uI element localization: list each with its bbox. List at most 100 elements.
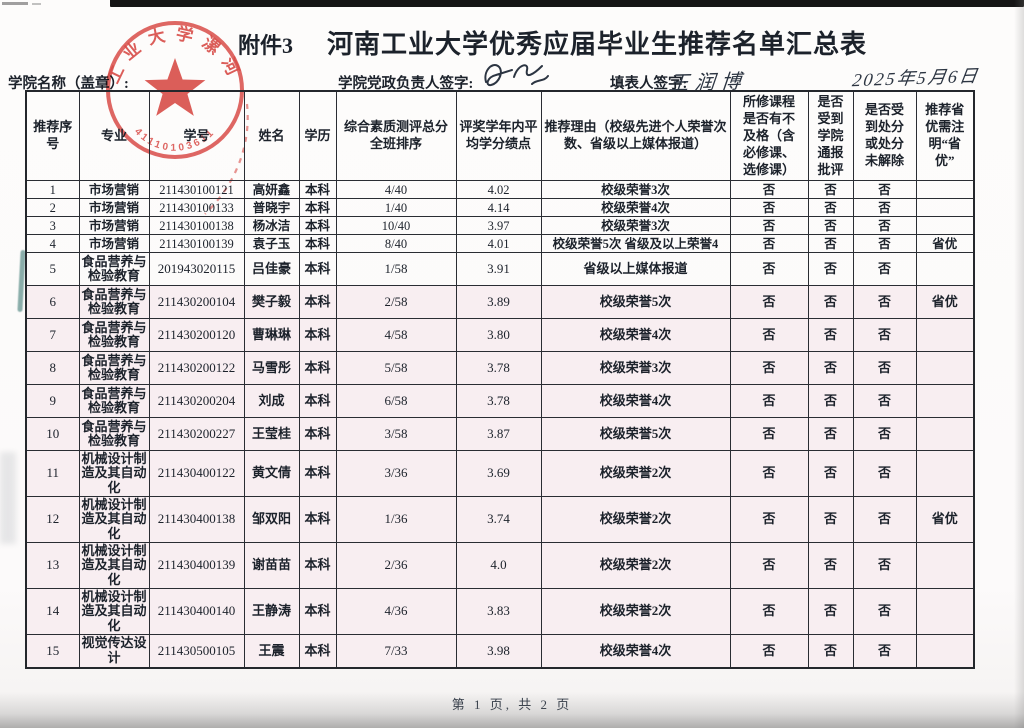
cell-major: 食品营养与检验教育 bbox=[78, 417, 150, 452]
cell-rank: 4/58 bbox=[335, 318, 457, 353]
cell-notice: 否 bbox=[807, 216, 854, 236]
cell-name: 普晓宇 bbox=[243, 198, 300, 218]
column-header-fail: 所修课程是否有不及格（含必修课、选修课） bbox=[729, 90, 809, 182]
cell-prov bbox=[915, 180, 975, 200]
table-body: 1 市场营销 211430100121 高妍鑫 本科 4/40 4.02 校级荣誉3次否否否 2… bbox=[25, 180, 975, 669]
cell-seq: 9 bbox=[25, 384, 80, 419]
cell-major: 视觉传达设计 bbox=[78, 634, 150, 669]
cell-fail: 否 bbox=[729, 285, 809, 320]
cell-major: 机械设计制造及其自动化 bbox=[78, 450, 150, 498]
cell-gpa: 3.83 bbox=[455, 588, 542, 636]
cell-sid: 211430500105 bbox=[148, 634, 245, 669]
cell-seq: 7 bbox=[25, 318, 80, 353]
cell-reason: 校级荣誉4次 bbox=[540, 384, 731, 419]
cell-fail: 否 bbox=[729, 450, 809, 498]
cell-degree: 本科 bbox=[298, 234, 337, 254]
cell-seq: 14 bbox=[25, 588, 80, 636]
column-header-rank: 综合素质测评总分全班排序 bbox=[335, 90, 457, 182]
cell-prov bbox=[915, 318, 975, 353]
cell-rank: 1/36 bbox=[335, 496, 457, 544]
table-row: 3 市场营销 211430100138 杨冰洁 本科 10/40 3.97 校级荣誉3次否否否 bbox=[25, 216, 975, 236]
cell-rank: 2/58 bbox=[335, 285, 457, 320]
table-row: 15 视觉传达设计 211430500105 王震 本科 7/33 3.98 校级荣誉4次否否… bbox=[25, 634, 975, 669]
cell-major: 机械设计制造及其自动化 bbox=[78, 542, 150, 590]
table-row: 11 机械设计制造及其自动化 211430400122 黄文倩 本科 3/36 3.69 校级… bbox=[25, 450, 975, 498]
cell-rank: 5/58 bbox=[335, 351, 457, 386]
cell-gpa: 3.97 bbox=[455, 216, 542, 236]
cell-gpa: 4.01 bbox=[455, 234, 542, 254]
cell-gpa: 3.89 bbox=[455, 285, 542, 320]
cell-rank: 6/58 bbox=[335, 384, 457, 419]
column-header-major: 专业 bbox=[78, 90, 150, 182]
table-row: 12 机械设计制造及其自动化 211430400138 邹双阳 本科 1/36 3.74 校级… bbox=[25, 496, 975, 544]
scan-artifact-right-shadow bbox=[1014, 0, 1024, 728]
cell-name: 樊子毅 bbox=[243, 285, 300, 320]
cell-reason: 校级荣誉5次 bbox=[540, 285, 731, 320]
cell-seq: 5 bbox=[25, 252, 80, 287]
table-row: 6 食品营养与检验教育 211430200104 樊子毅 本科 2/58 3.89 校级荣誉5… bbox=[25, 285, 975, 320]
cell-reason: 校级荣誉3次 bbox=[540, 216, 731, 236]
cell-sid: 211430400140 bbox=[148, 588, 245, 636]
table-row: 1 市场营销 211430100121 高妍鑫 本科 4/40 4.02 校级荣誉3次否否否 bbox=[25, 180, 975, 200]
document-header: 附件3 河南工业大学优秀应届毕业生推荐名单汇总表 bbox=[238, 24, 867, 61]
cell-name: 袁子玉 bbox=[243, 234, 300, 254]
cell-degree: 本科 bbox=[298, 318, 337, 353]
cell-prov bbox=[915, 198, 975, 218]
cell-fail: 否 bbox=[729, 588, 809, 636]
cell-degree: 本科 bbox=[298, 285, 337, 320]
cell-notice: 否 bbox=[807, 234, 854, 254]
cell-gpa: 3.74 bbox=[455, 496, 542, 544]
cell-degree: 本科 bbox=[298, 351, 337, 386]
scan-artifact-top-bar bbox=[110, 0, 1024, 7]
cell-major: 食品营养与检验教育 bbox=[78, 318, 150, 353]
cell-fail: 否 bbox=[729, 384, 809, 419]
cell-rank: 10/40 bbox=[335, 216, 457, 236]
column-header-penalty: 是否受到处分或处分未解除 bbox=[852, 90, 917, 182]
cell-name: 王静涛 bbox=[243, 588, 300, 636]
cell-notice: 否 bbox=[807, 634, 854, 669]
cell-notice: 否 bbox=[807, 318, 854, 353]
cell-prov bbox=[915, 216, 975, 236]
cell-notice: 否 bbox=[807, 542, 854, 590]
cell-notice: 否 bbox=[807, 417, 854, 452]
leader-signature-label: 学院党政负责人签字: bbox=[338, 76, 474, 92]
cell-name: 曹琳琳 bbox=[243, 318, 300, 353]
cell-rank: 4/36 bbox=[335, 588, 457, 636]
cell-sid: 211430200120 bbox=[148, 318, 245, 353]
cell-gpa: 4.02 bbox=[455, 180, 542, 200]
cell-penalty: 否 bbox=[852, 542, 917, 590]
cell-seq: 10 bbox=[25, 417, 80, 452]
cell-sid: 211430100139 bbox=[148, 234, 245, 254]
cell-fail: 否 bbox=[729, 318, 809, 353]
cell-name: 王震 bbox=[243, 634, 300, 669]
cell-sid: 211430100133 bbox=[148, 198, 245, 218]
cell-reason: 校级荣誉2次 bbox=[540, 542, 731, 590]
cell-reason: 校级荣誉5次 bbox=[540, 417, 731, 452]
cell-seq: 6 bbox=[25, 285, 80, 320]
cell-name: 王莹桂 bbox=[243, 417, 300, 452]
cell-reason: 校级荣誉4次 bbox=[540, 318, 731, 353]
cell-seq: 15 bbox=[25, 634, 80, 669]
cell-prov bbox=[915, 588, 975, 636]
scan-artifact-dash bbox=[2, 2, 28, 5]
cell-seq: 13 bbox=[25, 542, 80, 590]
cell-sid: 201943020115 bbox=[148, 252, 245, 287]
cell-sid: 211430200204 bbox=[148, 384, 245, 419]
cell-notice: 否 bbox=[807, 180, 854, 200]
cell-degree: 本科 bbox=[298, 634, 337, 669]
cell-major: 机械设计制造及其自动化 bbox=[78, 496, 150, 544]
cell-seq: 3 bbox=[25, 216, 80, 236]
cell-penalty: 否 bbox=[852, 634, 917, 669]
column-header-name: 姓名 bbox=[243, 90, 300, 182]
cell-major: 食品营养与检验教育 bbox=[78, 252, 150, 287]
cell-name: 高妍鑫 bbox=[243, 180, 300, 200]
cell-major: 食品营养与检验教育 bbox=[78, 285, 150, 320]
cell-notice: 否 bbox=[807, 351, 854, 386]
attachment-label: 附件3 bbox=[238, 33, 294, 58]
cell-fail: 否 bbox=[729, 198, 809, 218]
column-header-seq: 推荐序号 bbox=[25, 90, 80, 182]
cell-prov: 省优 bbox=[915, 234, 975, 254]
table-row: 13 机械设计制造及其自动化 211430400139 谢苗苗 本科 2/36 4.0 校级荣… bbox=[25, 542, 975, 590]
cell-major: 市场营销 bbox=[78, 234, 150, 254]
cell-notice: 否 bbox=[807, 285, 854, 320]
